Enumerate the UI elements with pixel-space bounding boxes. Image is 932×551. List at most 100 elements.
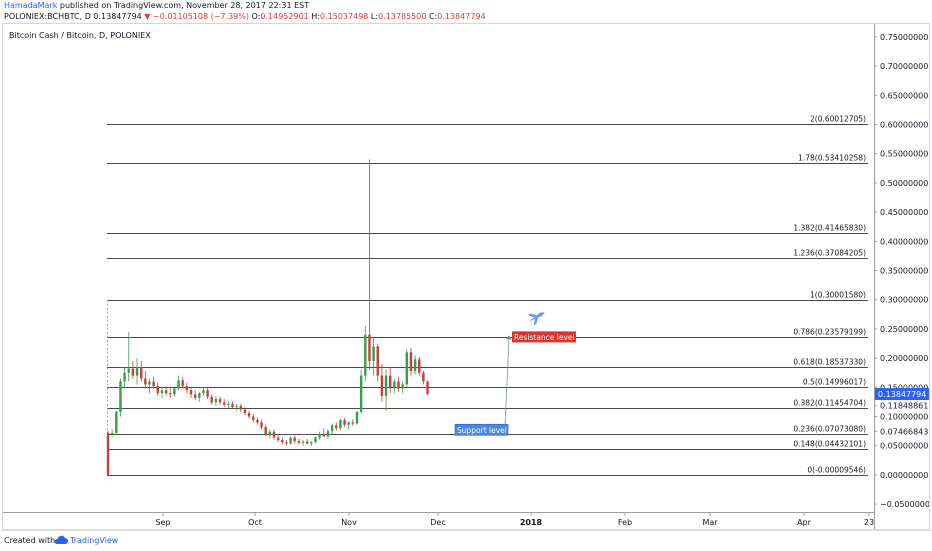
candle [256,417,259,425]
time-tick-label: Mar [702,518,718,527]
candle [330,423,334,435]
candle [322,428,325,437]
candle [119,378,122,417]
ohlc-high: H:0.15037498 [311,12,368,21]
candle [301,439,305,446]
candle [110,429,114,437]
arrow-head-icon [506,335,512,340]
time-tick-label: Apr [797,518,812,527]
support-label[interactable]: Support level [454,423,509,436]
candle [131,361,135,379]
annotations[interactable]: Resistance level Support level [454,307,576,436]
candle [281,437,284,445]
time-tick-label: 23 [864,518,874,527]
candle [272,429,276,440]
candle [218,396,222,405]
rocket-icon[interactable] [526,307,548,326]
candlestick-chart[interactable]: Bitcoin Cash / Bitcoin, D, POLONIEX 0(-0… [3,24,929,529]
trend-arrow-line[interactable] [504,339,510,427]
chart-title: Bitcoin Cash / Bitcoin, D, POLONIEX [9,31,151,40]
fib-level-label: 2(0.60012705) [810,115,866,124]
candle [364,325,367,382]
candle [368,159,371,370]
created-with-text: Created with [4,536,56,545]
price-tick-label: 0.45000000 [880,208,928,217]
fib-level-label: 0.618(0.18537330) [793,358,866,367]
candle [306,438,309,445]
candle [210,394,213,405]
price-tick-label: 0.10000000 [880,413,928,422]
price-tick-label: 0.55000000 [880,150,928,159]
price-tick-label: 0.20000000 [880,354,928,363]
candle [198,392,201,402]
candle [135,358,139,385]
candle [127,331,130,382]
candle [326,429,330,439]
author-link[interactable]: HamadaMark [4,1,58,10]
candle [106,431,110,477]
fib-level-label: 0(-0.00009546) [807,466,866,475]
candle [297,438,301,445]
candle [193,390,197,401]
open-label: O: [251,12,261,21]
candle [169,388,172,398]
time-tick-label: Oct [248,518,262,527]
high-value: 0.15037498 [320,12,369,21]
price-change: −0.01105108 (−7.39%) [153,12,249,21]
fibonacci-retracement[interactable]: 0(-0.00009546) 0.148(0.04432101) 0.236(0.0… [107,115,868,476]
candle [339,418,342,431]
time-tick-label: 2018 [520,518,543,527]
price-axis[interactable]: 0.75000000 0.70000000 0.65000000 0.60000000… [874,24,929,529]
candle [268,429,272,439]
candle [227,401,230,409]
candle [380,363,384,402]
publish-info: HamadaMark published on TradingView.com,… [4,1,309,10]
candle [343,417,346,428]
candle [335,422,338,431]
fib-level-label: 0.786(0.23579199) [793,328,866,337]
candle [397,376,400,393]
symbol-info: POLONIEX:BCHBTC, D 0.13847794 ▼ −0.01105… [4,12,486,21]
candle [426,380,429,396]
price-tick-label: 0.00000000 [880,471,928,480]
chart-panel[interactable]: Bitcoin Cash / Bitcoin, D, POLONIEX 0(-0… [2,23,930,530]
time-tick-label: Nov [341,518,357,527]
candle [285,439,288,446]
candle [359,369,363,414]
candle [123,366,126,388]
price-tick-label: 0.07466843 [880,427,928,436]
candle [418,356,421,376]
candle [140,361,143,382]
tradingview-brand[interactable]: TradingView [70,536,119,545]
resistance-text: Resistance level [514,333,575,342]
candle [239,403,242,412]
high-label: H: [311,12,321,21]
time-axis[interactable]: Sep Oct Nov Dec 2018 Feb Mar Apr 23 [3,512,874,527]
time-tick-label: Sep [155,518,170,527]
last-price: 0.13847794 [93,12,142,21]
candle [160,387,164,398]
candle [372,337,375,376]
publish-header: HamadaMark published on TradingView.com,… [2,0,930,22]
price-tick-label: 0.75000000 [880,33,928,42]
symbol-label: POLONIEX:BCHBTC, D [4,12,91,21]
fib-level-label: 0.382(0.11454704) [793,399,866,408]
ohlc-close: C:0.13847794 [429,12,486,21]
candle [260,419,263,430]
support-text: Support level [457,426,507,435]
candle [115,410,118,436]
resistance-label[interactable]: Resistance level [512,331,576,343]
candle [152,376,155,389]
candle [231,401,234,409]
candle [181,376,184,389]
candle [393,378,396,394]
candle [422,370,425,385]
candle [144,370,147,389]
published-text: published on TradingView.com, November 2… [59,1,310,10]
candle [156,382,159,397]
price-tick-label: 0.35000000 [880,267,928,276]
low-value: 0.13785500 [378,12,427,21]
close-label: C: [428,12,438,21]
price-tick-label: 0.40000000 [880,237,928,246]
fib-level-label: 1.382(0.41465830) [793,224,866,233]
